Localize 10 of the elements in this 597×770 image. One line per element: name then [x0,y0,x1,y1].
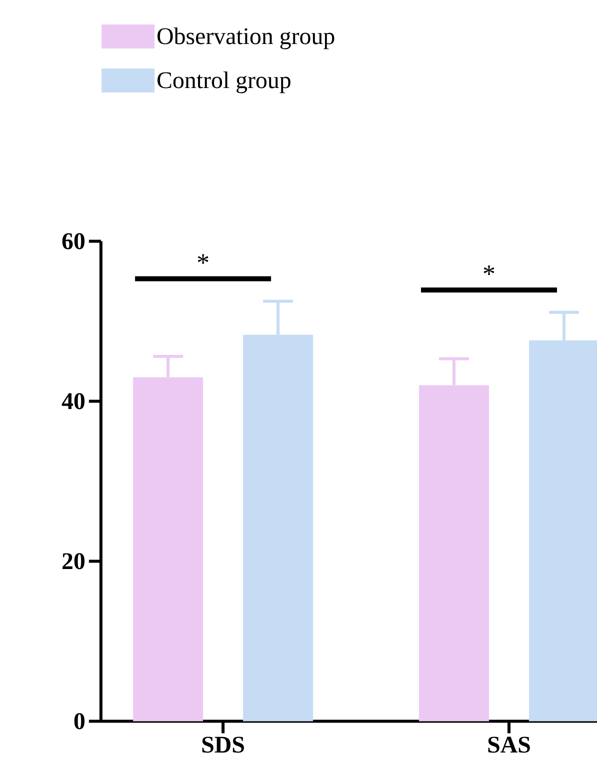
annotation: * [198,254,208,264]
y-tick-label: 0 [74,713,85,730]
annotation: * [484,266,494,276]
y-tick-label: 60 [62,233,85,250]
x-tick-label: SDS [202,736,244,753]
y-tick-label: 20 [62,553,85,570]
legend-label: Observation group [158,27,334,50]
y-tick-label: 40 [62,393,85,410]
x-tick-label: SAS [488,736,530,753]
legend-label: Control group [158,71,290,94]
